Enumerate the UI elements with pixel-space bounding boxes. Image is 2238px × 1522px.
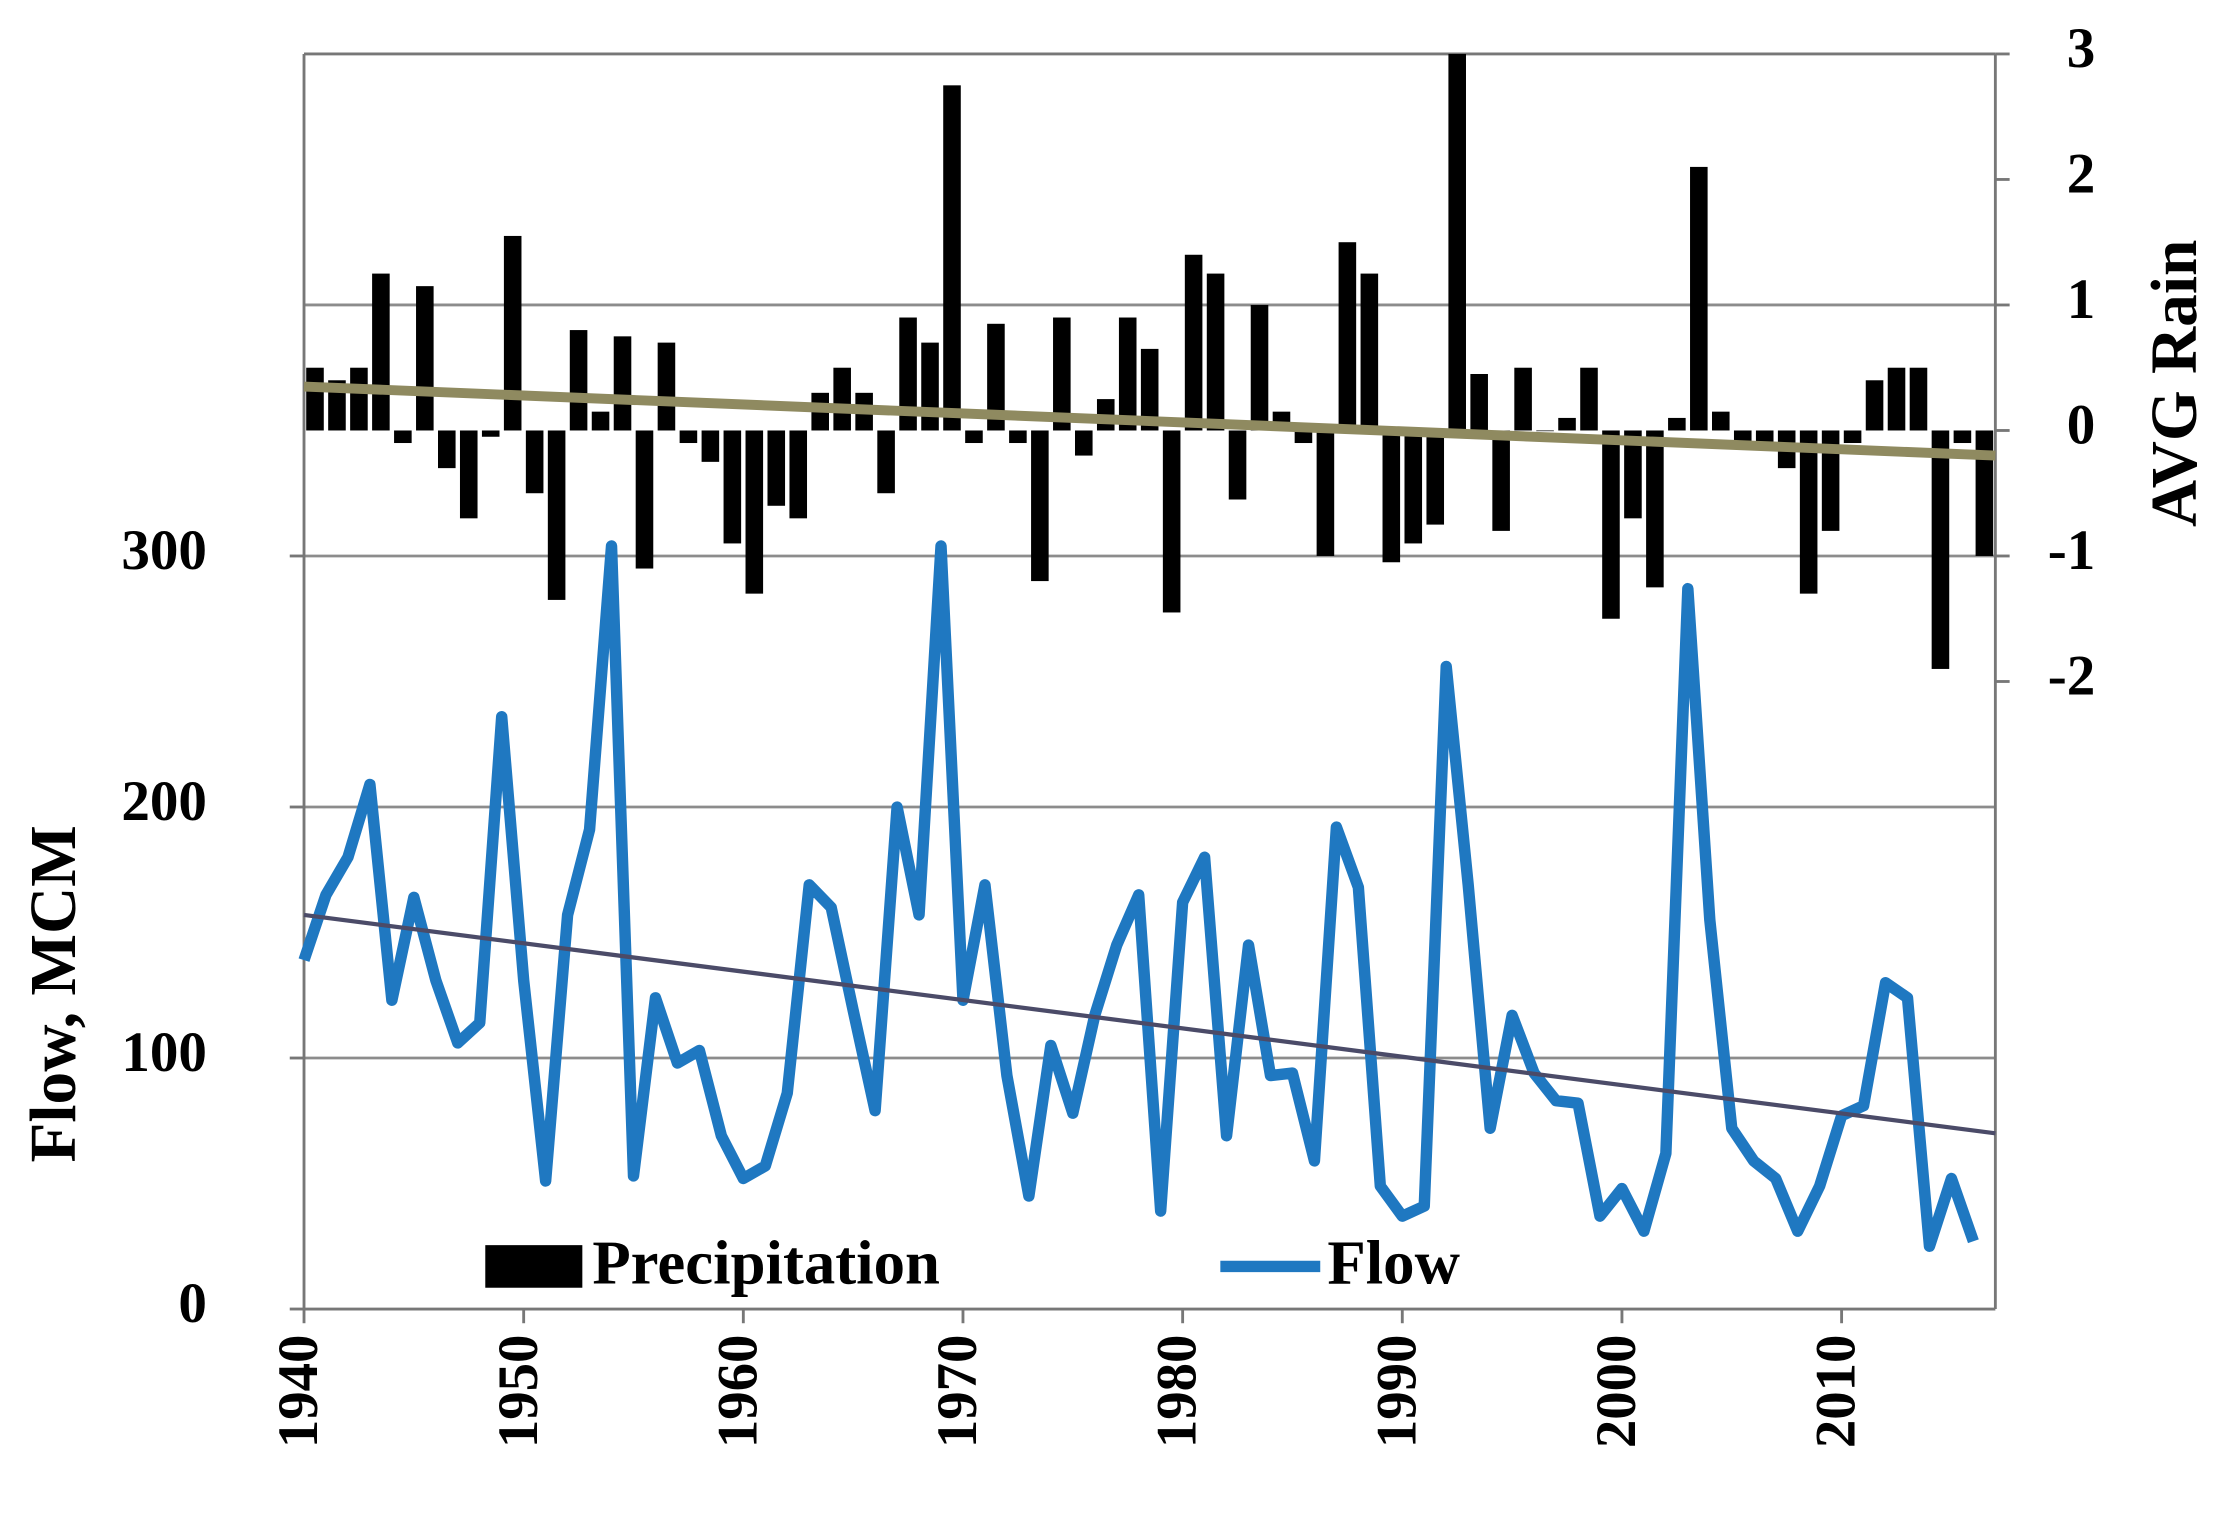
bar: [965, 430, 983, 444]
bar: [1426, 430, 1445, 525]
bar: [1470, 373, 1488, 431]
bar: [1053, 317, 1071, 431]
bar: [1975, 430, 1994, 556]
bar: [943, 85, 961, 431]
bar: [459, 430, 478, 519]
bar: [438, 430, 456, 469]
bar: [306, 367, 324, 431]
bar: [1733, 430, 1752, 444]
bar: [1602, 430, 1620, 619]
bar: [591, 411, 610, 431]
bar: [1448, 53, 1466, 431]
legend-swatch: [485, 1245, 583, 1288]
y-axis-title: Flow, MCM: [18, 825, 90, 1162]
bar: [350, 367, 368, 431]
bar: [481, 430, 500, 437]
y2-tick-label: 2: [2067, 143, 2096, 206]
bar: [723, 430, 742, 544]
bar: [767, 430, 786, 506]
bar: [833, 367, 851, 431]
bar: [1075, 430, 1093, 456]
x-tick-label: 1980: [1146, 1335, 1209, 1449]
bar: [789, 430, 808, 519]
bar: [1931, 430, 1950, 669]
line: [298, 540, 1979, 1252]
y-tick-label: 200: [121, 770, 207, 833]
y-tick-label: 300: [121, 519, 207, 582]
bar: [1843, 430, 1862, 444]
bar: [1250, 304, 1269, 431]
y2-axis-title: AVG Rain: [2139, 240, 2211, 527]
bar: [1580, 367, 1598, 431]
bar: [1799, 430, 1818, 594]
bar: [745, 430, 764, 594]
bar: [1206, 273, 1225, 431]
bar: [394, 430, 412, 444]
legend-label: Precipitation: [592, 1228, 940, 1298]
bar: [1514, 367, 1532, 431]
bar: [1031, 430, 1049, 582]
y2-tick-label: 1: [2067, 268, 2096, 331]
bar: [877, 430, 895, 494]
bar: [1316, 430, 1335, 556]
x-tick-label: 1960: [706, 1335, 769, 1449]
bar: [1009, 430, 1027, 444]
trend-line: [303, 381, 1996, 461]
bar: [1558, 417, 1576, 431]
bar: [1338, 242, 1357, 431]
bar: [503, 235, 522, 431]
x-tick-label: 2000: [1585, 1335, 1648, 1449]
bar: [1140, 348, 1159, 431]
bar: [547, 430, 566, 600]
bar: [1668, 417, 1686, 431]
bar: [899, 317, 917, 431]
y2-tick-label: 3: [2067, 17, 2096, 80]
bar: [1162, 430, 1181, 613]
trend-line: [303, 912, 1996, 1136]
bar: [1294, 430, 1313, 444]
y2-tick-label: -1: [2048, 519, 2096, 582]
bar: [525, 430, 544, 494]
bar: [1184, 254, 1203, 431]
x-tick-label: 2010: [1805, 1335, 1868, 1449]
bar: [613, 336, 632, 431]
bar: [1228, 430, 1247, 500]
bar: [1382, 430, 1401, 563]
bar: [1821, 430, 1840, 531]
bar: [1865, 380, 1884, 431]
legend-label: Flow: [1327, 1228, 1460, 1298]
bar: [1690, 166, 1708, 431]
bar: [1712, 411, 1730, 431]
x-tick-label: 1990: [1365, 1335, 1428, 1449]
bar: [1536, 430, 1554, 432]
bar: [1492, 430, 1510, 531]
bar: [372, 273, 390, 431]
bar: [1360, 273, 1379, 431]
bar: [701, 430, 720, 462]
bar: [679, 430, 698, 444]
x-tick-label: 1950: [487, 1335, 550, 1449]
y-tick-label: 100: [121, 1021, 207, 1084]
bar: [416, 286, 434, 431]
bar: [1624, 430, 1642, 519]
y2-tick-label: 0: [2067, 394, 2096, 457]
bar: [1887, 367, 1906, 431]
bar: [1646, 430, 1664, 588]
bar: [1404, 430, 1423, 544]
y-tick-label: 0: [178, 1272, 207, 1335]
bar: [569, 330, 588, 431]
bar: [1755, 430, 1774, 444]
x-tick-label: 1940: [267, 1335, 330, 1449]
bar: [635, 430, 654, 569]
y2-tick-label: -2: [2048, 645, 2096, 708]
bar: [657, 342, 676, 431]
x-tick-label: 1970: [926, 1335, 989, 1449]
bar: [1118, 317, 1137, 431]
bar: [1953, 430, 1972, 444]
bar: [1909, 367, 1928, 431]
bar: [987, 323, 1005, 431]
